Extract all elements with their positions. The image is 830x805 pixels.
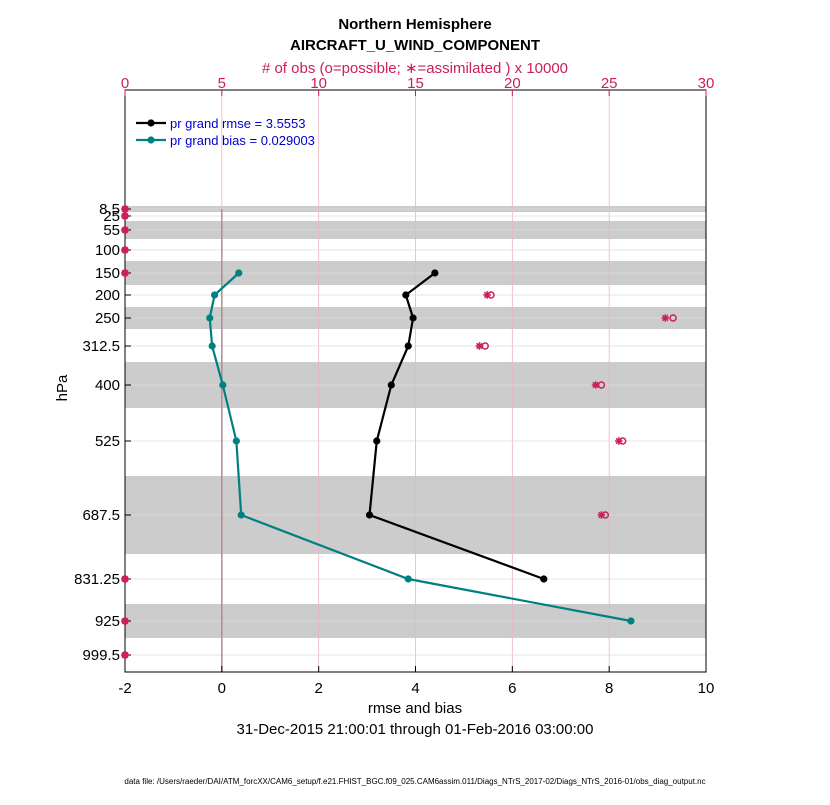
obs-possible-marker [669, 314, 677, 322]
date-range: 31-Dec-2015 21:00:01 through 01-Feb-2016… [237, 721, 594, 738]
y-tick-label: 400 [95, 377, 120, 394]
obs-assimilated-marker [591, 381, 600, 389]
obs-assimilated-marker [121, 246, 129, 254]
legend-rmse-label: pr grand rmse = 3.5553 [170, 116, 306, 131]
y-tick-label: 100 [95, 242, 120, 259]
bias-point [237, 511, 245, 519]
y-tick-label: 312.5 [82, 338, 120, 355]
y-tick-label: 687.5 [82, 507, 120, 524]
x-tick-label: 6 [508, 680, 516, 697]
y-tick-label: 831.25 [74, 571, 120, 588]
rmse-point [402, 291, 410, 299]
rmse-point [404, 342, 412, 350]
bias-point [208, 342, 216, 350]
obs-assimilated-marker [121, 212, 129, 220]
rmse-line [368, 272, 545, 581]
y-tick-label: 200 [95, 287, 120, 304]
top-tick-label: 30 [698, 75, 715, 92]
x-tick-label: 4 [411, 680, 419, 697]
legend-bias-label: pr grand bias = 0.029003 [170, 133, 315, 148]
obs-assimilated-marker [121, 617, 129, 625]
top-tick-label: 0 [121, 75, 129, 92]
legend-bias-marker [147, 136, 155, 144]
obs-assimilated-marker [615, 437, 623, 445]
bias-point [219, 381, 227, 389]
chart-title: Northern Hemisphere [338, 16, 491, 33]
chart-subtitle: AIRCRAFT_U_WIND_COMPONENT [290, 37, 540, 54]
obs-assimilated-marker [597, 511, 606, 519]
y-tick-label: 525 [95, 433, 120, 450]
rmse-point [540, 575, 548, 583]
legend-rmse-marker [147, 119, 155, 127]
x-tick-label: 0 [218, 680, 226, 697]
obs-assimilated-marker [121, 269, 129, 277]
obs-assimilated-marker [121, 205, 129, 213]
rmse-point [387, 381, 395, 389]
axis-ticks: -2 0 2 4 6 8 100 5 10 15 20 25 308.52555100150200250… [74, 75, 714, 697]
footer-datafile: data file: /Users/raeder/DAI/ATM_forcXX/… [124, 777, 705, 786]
bias-point [235, 269, 243, 277]
x-axis-label: rmse and bias [368, 700, 462, 717]
rmse-point [409, 314, 417, 322]
series-lines [206, 269, 635, 625]
rmse-point [431, 269, 439, 277]
y-tick-label: 150 [95, 265, 120, 282]
x-tick-label: 8 [605, 680, 613, 697]
y-axis-label: hPa [54, 374, 71, 401]
bias-point [206, 314, 214, 322]
obs-assimilated-marker [121, 651, 129, 659]
obs-assimilated-marker [475, 342, 484, 350]
x-tick-label: 10 [698, 680, 715, 697]
x-tick-label: -2 [118, 680, 131, 697]
y-tick-label: 999.5 [82, 647, 120, 664]
legend: pr grand rmse = 3.5553 pr grand bias = 0.… [136, 116, 315, 148]
top-axis-label: # of obs (o=possible; ∗=assimilated ) x … [262, 60, 568, 77]
obs-assimilated-marker [121, 226, 129, 234]
rmse-point [373, 437, 381, 445]
y-tick-label: 25 [103, 208, 120, 225]
y-tick-label: 8.5 [99, 201, 120, 218]
y-tick-label: 250 [95, 310, 120, 327]
obs-assimilated-marker [121, 575, 129, 583]
top-tick-label: 10 [310, 75, 327, 92]
bias-point [404, 575, 412, 583]
y-tick-label: 55 [103, 222, 120, 239]
bias-point [232, 437, 240, 445]
rmse-point [365, 511, 374, 519]
top-tick-label: 5 [218, 75, 226, 92]
bias-point [210, 291, 219, 299]
bias-point [627, 617, 635, 625]
top-tick-label: 15 [407, 75, 424, 92]
y-tick-label: 925 [95, 613, 120, 630]
top-tick-label: 20 [504, 75, 521, 92]
x-tick-label: 2 [314, 680, 322, 697]
obs-markers [121, 205, 677, 659]
top-tick-label: 25 [601, 75, 618, 92]
obs-assimilated-marker [483, 291, 491, 299]
obs-assimilated-marker [661, 314, 670, 322]
